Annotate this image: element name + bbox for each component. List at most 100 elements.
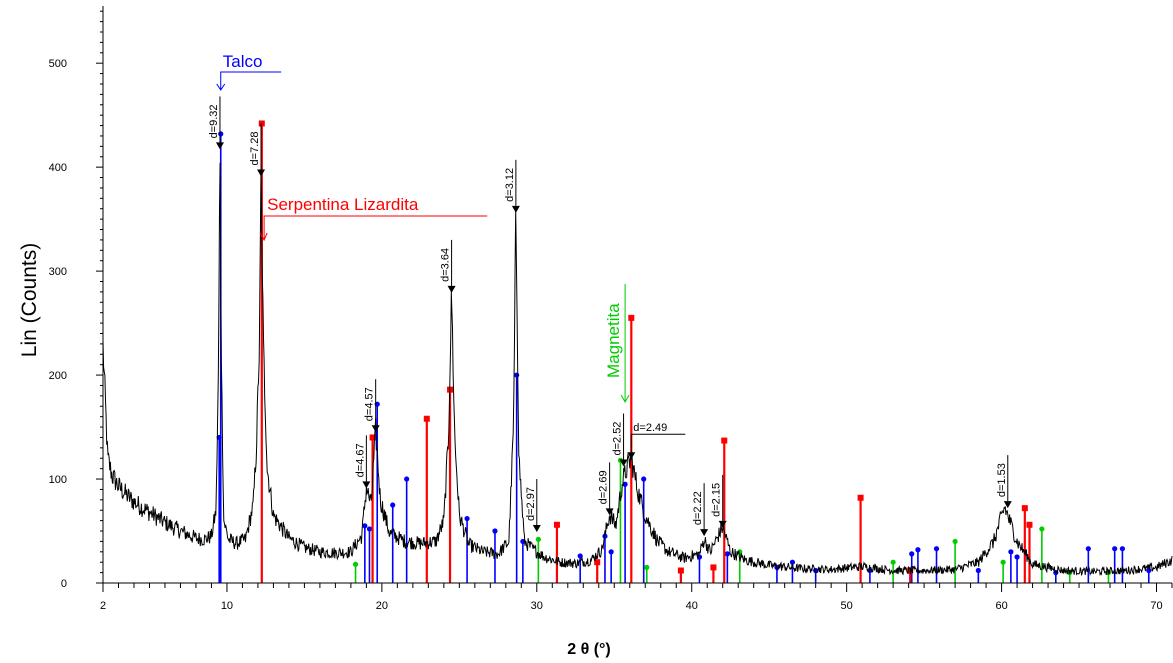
- phase-label-serpentina: Serpentina Lizardita: [259, 195, 488, 242]
- talco-stick-cap-6: [404, 476, 410, 482]
- talco-stick-cap-27: [1014, 554, 1020, 560]
- y-tick-label: 300: [49, 266, 67, 278]
- d-spacing-label: d=3.12: [504, 168, 516, 202]
- talco-stick-cap-5: [390, 502, 396, 508]
- d-marker-5: d=3.12: [504, 159, 520, 213]
- d-marker-triangle: [619, 459, 628, 467]
- d-marker-triangle: [371, 425, 380, 433]
- y-tick-label: 400: [49, 162, 67, 174]
- talco-stick-cap-12: [602, 533, 608, 539]
- x-tick-label: 2: [100, 600, 106, 612]
- magnetita-label-bracket: [620, 284, 630, 404]
- talco-stick-cap-23: [915, 547, 921, 553]
- d-marker-triangle: [532, 525, 541, 533]
- y-tick-label: 100: [49, 474, 67, 486]
- d-spacing-label: d=9.32: [208, 104, 220, 138]
- d-spacing-label: d=2.15: [711, 483, 723, 517]
- talco-stick-cap-24: [933, 546, 940, 552]
- serpentina-stick-cap-10: [857, 494, 864, 501]
- talco-stick-cap-14: [622, 481, 628, 487]
- talco-label-bracket: [216, 71, 282, 91]
- serpentina-stick-cap-2: [423, 415, 430, 422]
- talco-stick-cap-8: [492, 528, 498, 534]
- d-spacing-label: d=2.49: [633, 422, 667, 434]
- magnetita-stick-cap-5: [890, 559, 896, 565]
- talco-label-text: Talco: [223, 52, 263, 71]
- d-marker-triangle: [362, 481, 371, 489]
- talco-stick-cap-2: [362, 523, 368, 529]
- d-marker-triangle: [215, 142, 224, 150]
- phase-label-talco: Talco: [216, 52, 282, 91]
- talco-stick-cap-31: [1119, 546, 1126, 552]
- y-axis-title: Lin (Counts): [18, 243, 41, 357]
- d-spacing-label: d=4.57: [364, 387, 376, 421]
- serpentina-stick-cap-8: [710, 564, 717, 571]
- serpentina-stick-cap-4: [553, 521, 560, 528]
- talco-stick-cap-13: [608, 549, 614, 555]
- x-axis-title: 2 θ (°): [567, 641, 611, 658]
- talco-stick-cap-7: [464, 515, 470, 522]
- talco-stick-cap-22: [909, 551, 915, 557]
- talco-stick-cap-25: [975, 567, 981, 574]
- y-tick-label: 0: [61, 578, 67, 590]
- d-spacing-label: d=7.28: [249, 132, 261, 166]
- diffraction-pattern-line: [102, 162, 1173, 577]
- d-marker-triangle: [257, 169, 266, 177]
- x-tick-label: 10: [221, 600, 233, 612]
- d-marker-triangle: [605, 508, 614, 516]
- d-marker-triangle: [447, 285, 456, 293]
- magnetita-stick-cap-3: [644, 564, 650, 571]
- serpentina-stick-cap-9: [721, 437, 728, 444]
- d-spacing-label: d=4.67: [354, 443, 366, 477]
- d-marker-triangle: [718, 520, 727, 528]
- d-marker-9: d=2.49: [627, 422, 686, 460]
- d-marker-12: d=1.53: [996, 455, 1012, 509]
- y-tick-label: 500: [49, 58, 67, 70]
- d-marker-triangle: [1003, 501, 1012, 509]
- d-marker-triangle: [511, 205, 520, 213]
- serpentina-stick-cap-7: [677, 567, 684, 574]
- d-spacing-markers: d=9.32 d=7.28 d=4.67 d=4.57 d=3.64 d=3.12 d=2.…: [208, 96, 1012, 537]
- magnetita-stick-cap-0: [352, 561, 359, 567]
- axes: 0 100 200 300 400 500 2 10 20 30 40 50 60 70: [49, 6, 1173, 612]
- d-marker-0: d=9.32: [208, 96, 224, 150]
- magnetita-label-text: Magnetita: [604, 303, 623, 378]
- talco-stick-cap-30: [1112, 546, 1118, 552]
- serpentina-stick-cap-1: [369, 434, 376, 441]
- talco-stick-cap-1: [218, 131, 224, 137]
- magnetita-stick-cap-6: [952, 538, 958, 545]
- phase-label-magnetita: Magnetita: [604, 284, 630, 404]
- serpentina-stick-cap-13: [1026, 521, 1033, 528]
- d-marker-10: d=2.22: [692, 483, 709, 537]
- talco-stick-cap-32: [1146, 567, 1152, 574]
- talco-stick-cap-10: [520, 538, 526, 545]
- d-marker-1: d=7.28: [249, 123, 266, 177]
- x-tick-label: 30: [531, 600, 543, 612]
- magnetita-stick-cap-8: [1039, 526, 1045, 532]
- x-tick-label: 40: [686, 600, 698, 612]
- serpentina-stick-cap-5: [594, 559, 601, 566]
- d-spacing-label: d=3.64: [440, 248, 452, 282]
- reference-sticks: [216, 120, 1152, 583]
- d-marker-2: d=4.67: [354, 435, 371, 489]
- serpentina-stick-cap-12: [1021, 505, 1028, 512]
- x-tick-label: 70: [1150, 600, 1162, 612]
- d-marker-7: d=2.69: [598, 462, 614, 516]
- d-marker-triangle: [700, 529, 709, 537]
- d-marker-8: d=2.52: [612, 413, 628, 467]
- d-marker-3: d=4.57: [364, 379, 380, 433]
- talco-stick-cap-17: [724, 551, 730, 557]
- serpentina-stick-cap-0: [258, 120, 265, 127]
- serpentina-label-bracket: [259, 215, 488, 242]
- serpentina-stick-cap-6: [628, 314, 635, 321]
- d-spacing-label: d=1.53: [996, 463, 1008, 497]
- y-tick-label: 200: [49, 370, 67, 382]
- d-marker-4: d=3.64: [440, 239, 456, 293]
- talco-stick-cap-29: [1085, 546, 1091, 552]
- d-spacing-label: d=2.22: [692, 491, 704, 525]
- d-marker-6: d=2.97: [525, 479, 541, 533]
- phase-labels: Talco Serpentina Lizardita Magnetita: [216, 52, 630, 404]
- x-tick-label: 60: [995, 600, 1007, 612]
- x-tick-label: 50: [841, 600, 853, 612]
